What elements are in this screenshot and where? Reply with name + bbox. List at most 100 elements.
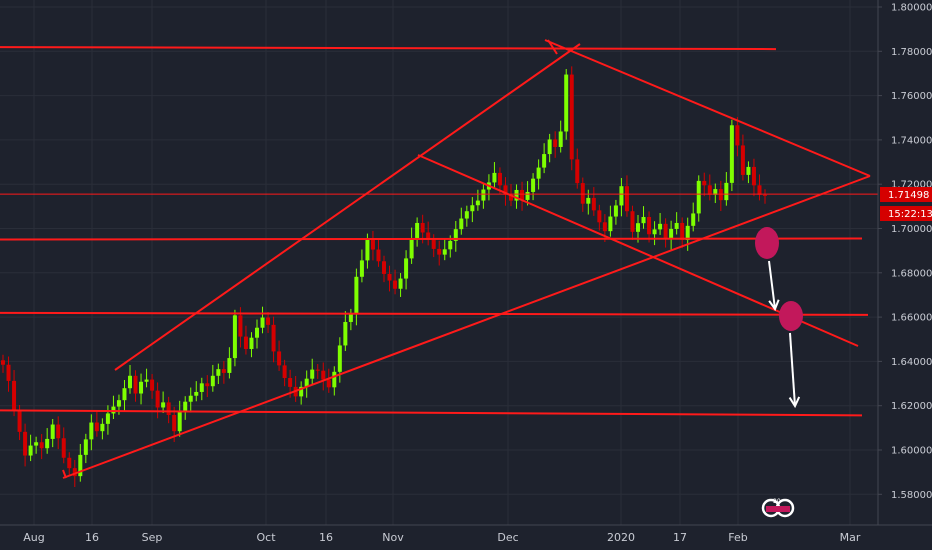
price-axis[interactable]: 1.80000 1.78000 1.76000 1.74000 1.72000 1.700… [877,0,932,550]
candle-body [348,314,353,322]
arrow-down-2 [788,332,801,409]
candle-body [547,139,552,155]
trendline-drawings[interactable] [0,39,878,479]
descending-trendline[interactable] [544,39,871,177]
time-tick-label: Nov [382,531,404,544]
candle-body [702,180,707,186]
candle-body [255,327,259,338]
candle-body [310,369,315,379]
candle-body [161,402,166,408]
candle-body [575,159,580,184]
candle-body [757,185,762,195]
candle-body [359,260,364,277]
candle-body [39,442,44,449]
candle-body [564,74,569,132]
candle-body [420,222,425,233]
target-marker-1[interactable] [755,227,779,259]
candle-body [437,248,442,255]
candle-body [453,229,458,241]
price-tick-label: 1.76000 [891,91,932,102]
time-tick-label: Mar [840,531,861,544]
time-axis[interactable]: Aug 16 Sep Oct 16 Nov Dec 2020 17 Feb Mar [0,524,932,544]
candle-body [205,383,210,387]
candle-body [481,189,486,201]
candle-body [404,258,409,279]
candle-body [707,185,712,195]
resistance-line[interactable] [0,46,777,51]
candle-body [116,400,121,407]
candle-body [260,317,265,328]
candle-body [619,186,624,206]
time-tick-label: 16 [85,531,99,544]
candle-body [50,424,55,439]
current-price-badge [880,187,932,202]
candle-body [343,321,348,346]
target-markers[interactable] [755,227,803,409]
candle-body [525,191,530,200]
candle-body [685,225,690,241]
candle-body [492,172,497,183]
candle-body [133,375,138,394]
countdown-label: 15:22:13 [888,209,932,220]
candle-body [597,210,602,223]
candle-body [139,381,144,394]
support-line-upper[interactable] [0,237,863,241]
candle-body [232,315,237,359]
candle-body [122,388,127,401]
candle-body [691,213,696,226]
candle-body [150,379,155,391]
candle-body [426,232,431,240]
candle-body [652,229,657,235]
logo-band [766,506,790,512]
top-cross-tick[interactable] [547,39,558,55]
candle-body [735,125,740,146]
candle-body [6,364,11,381]
wedge-lower-trendline[interactable] [62,175,871,479]
candle-body [647,216,652,235]
candle-body [321,370,326,380]
candle-body [680,222,685,241]
candle-body [89,422,94,440]
candle-body [580,183,585,204]
candle-body [166,402,171,416]
target-marker-2[interactable] [779,301,803,331]
time-tick-label: Dec [497,531,518,544]
price-tick-label: 1.80000 [891,3,932,14]
candle-body [591,197,596,211]
candle-body [266,317,271,325]
candle-body [370,239,375,250]
bottom-pivot-tick[interactable] [62,469,67,479]
candle-body [155,390,160,408]
candle-body [553,139,558,147]
candle-body [17,410,22,432]
candle-body [354,276,359,315]
wedge-upper-trendline[interactable] [114,43,581,371]
candle-body [332,371,337,388]
candle-body [503,185,508,195]
candle-body [221,369,226,373]
candle-body [128,375,132,389]
candle-body [304,378,309,387]
candle-body [210,375,215,387]
price-tick-label: 1.68000 [891,268,932,279]
time-tick-label: Oct [256,531,276,544]
support-line-lower[interactable] [0,409,863,417]
candle-body [464,211,469,219]
candle-body [558,131,563,147]
candle-body [696,180,701,214]
price-tick-label: 1.78000 [891,47,932,58]
candle-body [326,379,331,388]
candle-body [636,223,640,232]
candle-body [216,369,221,376]
candle-body [34,442,39,446]
time-tick-label: Sep [142,531,163,544]
candle-body [497,172,502,186]
candle-body [415,222,420,239]
candle-body [238,315,243,337]
support-line-middle[interactable] [0,311,869,316]
candle-body [282,365,287,379]
candle-body [475,200,480,206]
candle-body [658,223,663,230]
